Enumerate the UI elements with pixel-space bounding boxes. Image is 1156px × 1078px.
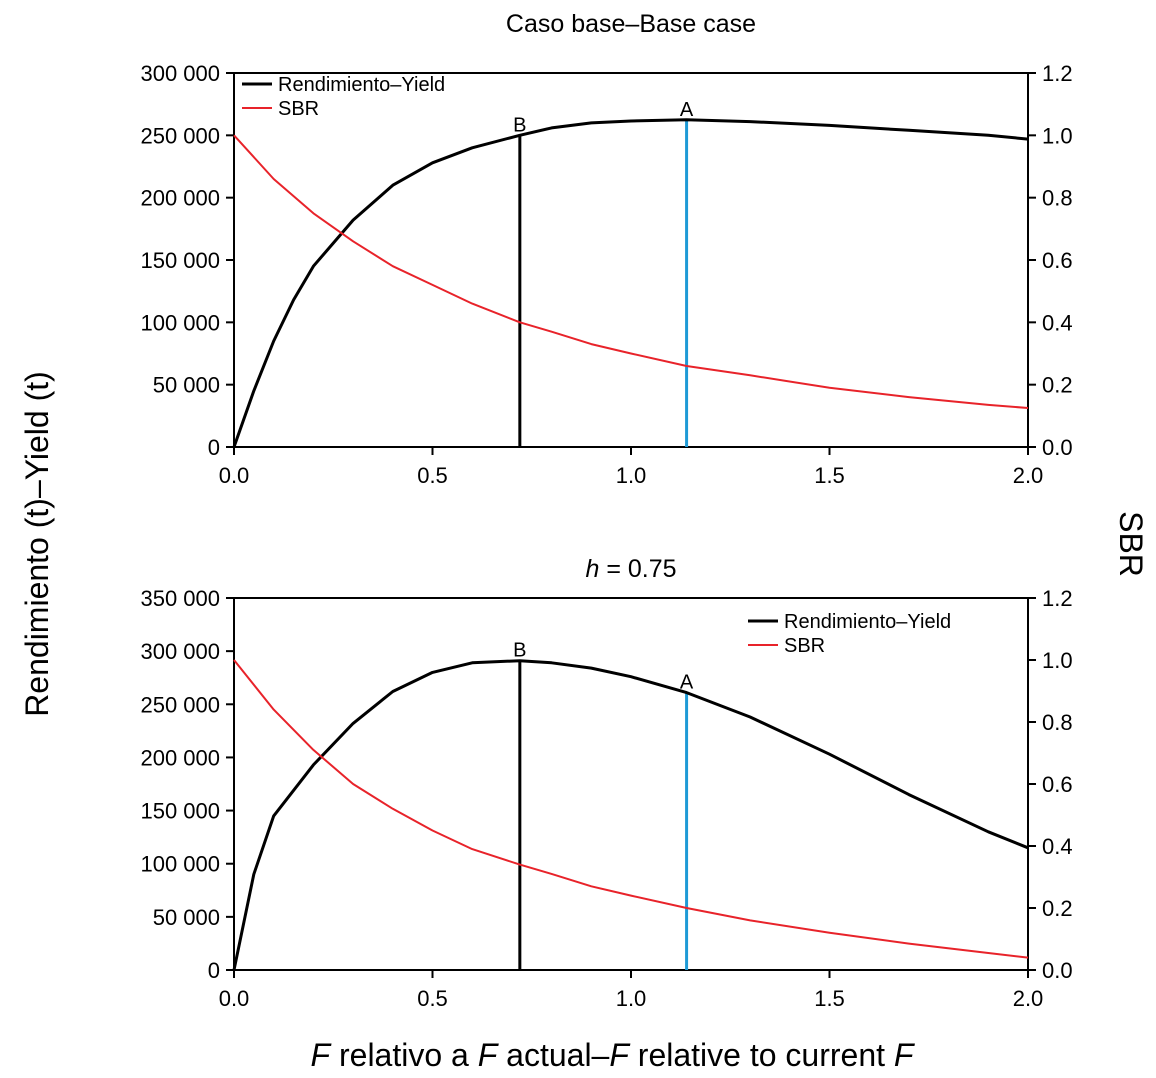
y-left-tick-label: 250 000 [140,692,220,717]
bottom-panel: h = 0.75 0 50 000 100 000 150 000 200 000 250 … [140,555,1072,1011]
xlabel-part-7: F [894,1037,916,1073]
y-right-tick-label: 0.8 [1042,710,1073,735]
legend-label: Rendimiento–Yield [278,74,445,96]
chart-title: Caso base–Base case [506,10,756,38]
x-tick-label: 1.5 [814,463,845,488]
y-left-tick-label: 150 000 [140,248,220,273]
y-left-tick-label: 150 000 [140,799,220,824]
x-tick-label: 0.5 [417,463,448,488]
y-right-tick-label: 0.4 [1042,834,1073,859]
reference-label-a: A [680,99,694,121]
y-right-tick-label: 1.0 [1042,123,1073,148]
yield-line [232,118,1029,448]
y-right-tick-label: 1.2 [1042,586,1073,611]
y-right-tick-label: 1.0 [1042,648,1073,673]
x-tick-label: 0.5 [417,986,448,1011]
y-left-tick-label: 200 000 [140,186,220,211]
y-left-tick-label: 50 000 [153,905,220,930]
y-left-tick-label: 0 [208,435,220,460]
x-tick-label: 0.0 [219,463,250,488]
legend-label: Rendimiento–Yield [784,611,951,633]
x-tick-label: 1.0 [616,463,647,488]
y-right-tick-label: 0.8 [1042,186,1073,211]
y-left-tick-label: 300 000 [140,639,220,664]
xlabel-part-4: actual– [497,1037,609,1073]
shared-xlabel: F relativo a F actual–F relative to curr… [311,1037,916,1073]
xlabel-part-3: F [478,1037,500,1073]
x-tick-label: 1.5 [814,986,845,1011]
y-left-tick-label: 100 000 [140,310,220,335]
xlabel-part-6: relative to current [629,1037,894,1073]
y-left-tick-label: 300 000 [140,61,220,86]
reference-label-b: B [513,114,526,136]
x-tick-label: 0.0 [219,986,250,1011]
x-tick-label: 2.0 [1013,986,1044,1011]
xlabel-part-5: F [609,1037,631,1073]
yield-line [232,659,1029,971]
y-left-tick-label: 100 000 [140,852,220,877]
reference-label-a: A [680,672,694,694]
title-rest-part: = 0.75 [599,555,676,583]
y-right-tick-label: 0.6 [1042,248,1073,273]
xlabel-part-2: relativo a [330,1037,478,1073]
y-left-tick-label: 250 000 [140,123,220,148]
sbr-line [233,134,1029,409]
x-tick-label: 2.0 [1013,463,1044,488]
shared-right-ylabel: SBR [1113,511,1149,577]
y-right-tick-label: 0.4 [1042,310,1073,335]
y-right-tick-label: 0.0 [1042,435,1073,460]
y-left-tick-label: 50 000 [153,373,220,398]
shared-left-ylabel: Rendimiento (t)–Yield (t) [19,371,55,717]
title-italic-part: h [585,555,599,583]
sbr-line [233,659,1029,959]
y-left-tick-label: 0 [208,958,220,983]
y-right-tick-label: 0.6 [1042,772,1073,797]
y-right-tick-label: 1.2 [1042,61,1073,86]
xlabel-part-1: F [311,1037,333,1073]
y-left-tick-label: 200 000 [140,745,220,770]
legend-label: SBR [784,635,825,657]
y-right-tick-label: 0.2 [1042,896,1073,921]
chart-title: h = 0.75 [585,555,676,583]
top-panel: Caso base–Base case 0 50 000 100 000 150 000… [140,10,1072,488]
reference-label-b: B [513,640,526,662]
x-tick-label: 1.0 [616,986,647,1011]
y-right-tick-label: 0.2 [1042,373,1073,398]
y-left-tick-label: 350 000 [140,586,220,611]
y-right-tick-label: 0.0 [1042,958,1073,983]
legend-label: SBR [278,98,319,120]
